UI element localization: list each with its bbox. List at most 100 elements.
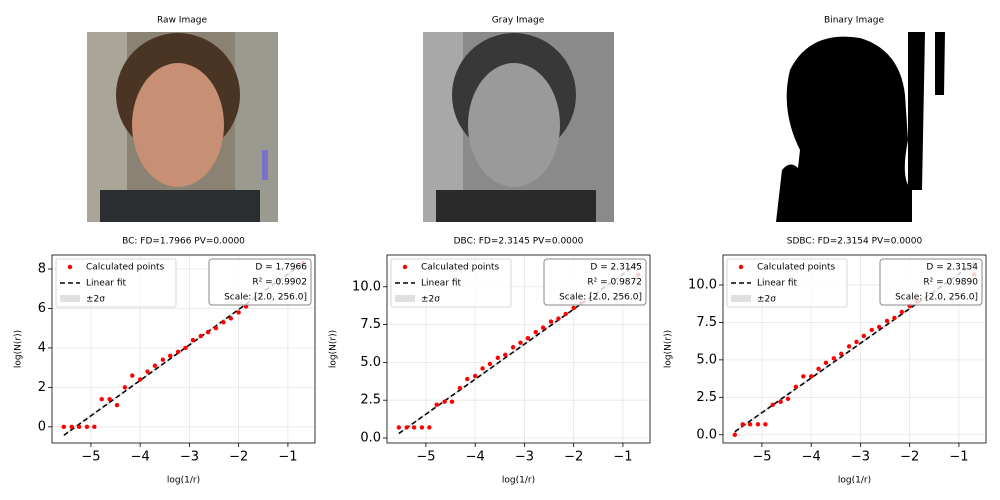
data-point (137, 377, 143, 382)
data-point (533, 329, 538, 335)
legend-label: Linear fit (757, 279, 798, 289)
annotation-text: Scale: [2.0, 256.0] (895, 293, 978, 303)
y-tick-label: 10.0 (688, 277, 717, 292)
data-point (510, 345, 516, 350)
data-point (861, 333, 867, 339)
data-point (221, 320, 226, 325)
x-axis-label: log(1/r) (502, 476, 535, 486)
y-tick-label: 6 (38, 301, 46, 316)
annotation-text: Scale: [2.0, 256.0] (559, 293, 642, 303)
data-point (732, 432, 738, 437)
x-tick-label: −2 (229, 450, 248, 465)
data-point (823, 360, 829, 366)
data-point (92, 424, 97, 430)
data-point (755, 422, 761, 427)
annotation-text: R² = 0.9872 (587, 278, 642, 288)
y-tick-label: 0.0 (360, 431, 381, 446)
annotation-text: D = 2.3145 (590, 263, 642, 273)
legend-marker (60, 295, 80, 302)
binary-image (759, 32, 950, 222)
data-point (472, 373, 478, 379)
data-point (396, 425, 402, 430)
data-point (130, 373, 135, 378)
x-axis-label: log(1/r) (167, 476, 200, 486)
data-point (747, 422, 753, 427)
plot: DBC: FD=2.3145 PV=0.0000 −5 −4 −3 −2 −1 0.0 2.5… (329, 237, 651, 486)
x-tick-label: −5 (416, 450, 435, 465)
x-tick-label: −3 (515, 450, 534, 465)
x-tick-label: −4 (466, 450, 485, 465)
x-tick-label: −1 (278, 450, 297, 465)
data-point (548, 319, 554, 324)
data-point (442, 399, 447, 404)
data-point (427, 425, 432, 430)
data-point (540, 325, 546, 330)
data-point (160, 357, 166, 362)
axes-frame (51, 254, 316, 444)
data-point (61, 424, 67, 430)
data-point (198, 333, 203, 339)
data-point (839, 351, 844, 357)
data-point (205, 329, 211, 335)
legend-marker (731, 295, 751, 302)
data-point (763, 422, 768, 427)
legend-label: Calculated points (421, 263, 500, 273)
x-axis-label: log(1/r) (838, 476, 871, 486)
annotation-box (208, 258, 312, 306)
data-point (168, 353, 173, 359)
data-point (411, 425, 417, 430)
x-tick-label: −3 (851, 450, 870, 465)
legend-label: ±2σ (757, 295, 776, 305)
data-point (465, 376, 470, 382)
chart-title: BC: FD=1.7966 PV=0.0000 (122, 237, 245, 247)
axes-frame (722, 254, 987, 444)
annotation-box (879, 258, 983, 306)
y-tick-label: 2 (38, 380, 46, 395)
data-point (740, 422, 745, 427)
data-point (122, 385, 128, 390)
x-tick-label: −2 (900, 450, 919, 465)
data-point (785, 396, 791, 402)
data-point (525, 335, 531, 341)
legend-label: Calculated points (757, 263, 836, 273)
x-tick-label: −1 (613, 450, 632, 465)
legend-label: Calculated points (86, 263, 165, 273)
data-point (114, 402, 120, 408)
image-title: Gray Image (492, 16, 545, 26)
data-point (770, 402, 775, 408)
data-point (480, 366, 485, 371)
data-point (457, 385, 463, 391)
data-point (854, 339, 859, 345)
y-axis-label: log(N(r)) (329, 330, 339, 368)
data-point (831, 356, 837, 361)
data-point (449, 399, 455, 404)
x-tick-label: −4 (802, 450, 821, 465)
legend-box (726, 258, 848, 308)
legend-label: ±2σ (421, 295, 440, 305)
data-point (419, 425, 425, 430)
annotation-text: Scale: [2.0, 256.0] (224, 293, 307, 303)
data-point (175, 349, 181, 355)
chart-title: DBC: FD=2.3145 PV=0.0000 (454, 237, 584, 247)
y-axis-label: log(N(r)) (14, 330, 24, 368)
legend-box (55, 258, 177, 308)
data-point (107, 397, 112, 402)
data-point (228, 316, 233, 321)
x-tick-label: −3 (180, 450, 199, 465)
y-tick-label: 10.0 (352, 279, 381, 294)
legend-label: ±2σ (86, 295, 105, 305)
data-point (801, 374, 806, 379)
legend-marker (395, 295, 415, 302)
annotation-text: D = 1.7966 (255, 263, 307, 273)
data-point (145, 369, 150, 374)
chart-title: SDBC: FD=2.3154 PV=0.0000 (787, 237, 923, 247)
annotation-box (543, 258, 647, 306)
data-point (190, 337, 196, 343)
data-point (99, 397, 104, 402)
legend-box (390, 258, 512, 308)
y-tick-label: 7.5 (360, 317, 381, 332)
data-point (846, 344, 852, 349)
data-point (869, 327, 874, 333)
data-point (563, 311, 568, 317)
